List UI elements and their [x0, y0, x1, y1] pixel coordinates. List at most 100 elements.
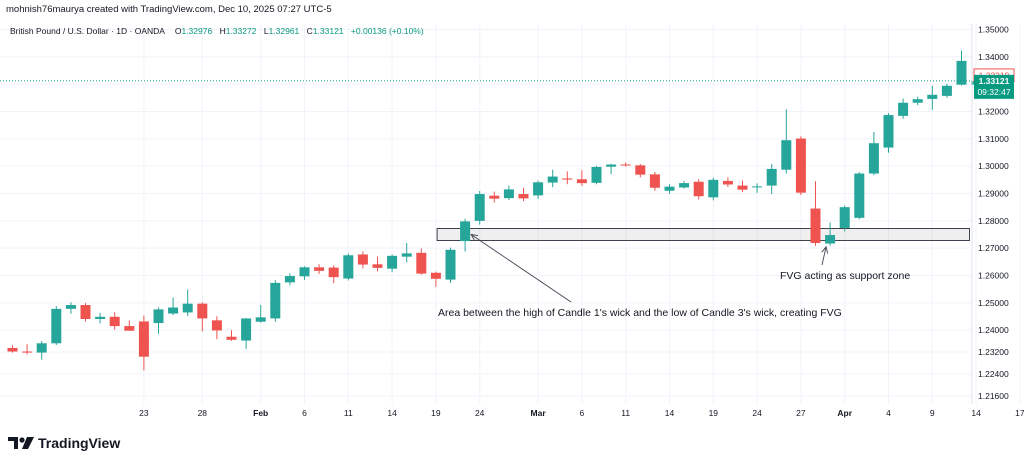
candle-bull[interactable]	[343, 253, 354, 281]
candle-bull[interactable]	[825, 222, 836, 246]
candle-bull[interactable]	[153, 307, 164, 334]
candle-bull[interactable]	[401, 242, 412, 263]
candle-bull[interactable]	[182, 289, 193, 317]
candle-body	[635, 165, 646, 175]
candle-bull[interactable]	[387, 254, 398, 273]
candle-bull[interactable]	[255, 305, 266, 323]
candle-bull[interactable]	[503, 185, 514, 201]
candle-bull[interactable]	[766, 163, 777, 195]
date-tick-label: 27	[796, 408, 806, 418]
candle-bear[interactable]	[489, 191, 500, 203]
candle-bear[interactable]	[430, 271, 441, 287]
candle-bull[interactable]	[898, 98, 909, 119]
candle-bull[interactable]	[51, 306, 62, 345]
last-price-text: 1.33121	[979, 76, 1010, 86]
candle-bull[interactable]	[299, 266, 310, 280]
candle-body	[489, 195, 500, 199]
candle-bull[interactable]	[941, 83, 952, 98]
candle-bull[interactable]	[95, 312, 106, 324]
candle-bull[interactable]	[883, 113, 894, 153]
candle-bear[interactable]	[138, 315, 149, 371]
candle-body	[956, 60, 967, 85]
date-tick-label: 6	[302, 408, 307, 418]
candle-bull[interactable]	[533, 180, 544, 199]
candle-bear[interactable]	[7, 345, 18, 353]
candle-bull[interactable]	[445, 247, 456, 283]
candle-bear[interactable]	[810, 181, 821, 246]
date-tick-label: 17	[1015, 408, 1024, 418]
candle-bull[interactable]	[679, 180, 690, 189]
candle-bull[interactable]	[854, 172, 865, 220]
candle-body	[343, 255, 354, 279]
candle-bull[interactable]	[65, 302, 76, 314]
candle-bull[interactable]	[241, 318, 252, 349]
close-value: 1.33121	[313, 26, 344, 36]
candle-bear[interactable]	[562, 171, 573, 185]
candle-body	[737, 185, 748, 190]
date-tick-label: 24	[475, 408, 485, 418]
candle-body	[255, 317, 266, 322]
candle-bear[interactable]	[211, 316, 222, 340]
date-tick-label: Mar	[531, 408, 547, 418]
candle-bear[interactable]	[314, 264, 325, 274]
candle-bear[interactable]	[124, 320, 135, 331]
candle-bear[interactable]	[416, 248, 427, 275]
candle-bear[interactable]	[795, 136, 806, 196]
time-axis[interactable]: 23 28 Feb 6 11 14 19 24 Mar 6 11 14 19 24 27 Apr 4 9 14 17	[139, 408, 1024, 418]
candle-bear[interactable]	[80, 303, 91, 322]
candle-bull[interactable]	[547, 169, 558, 188]
candle-bull[interactable]	[956, 50, 967, 86]
candle-bear[interactable]	[620, 162, 631, 167]
candle-bear[interactable]	[722, 177, 733, 187]
candle-bull[interactable]	[284, 273, 295, 286]
candle-bear[interactable]	[109, 312, 120, 330]
legend-row: British Pound / U.S. Dollar · 1D · OANDA…	[10, 26, 424, 36]
date-tick-label: 4	[886, 408, 891, 418]
candle-bear[interactable]	[693, 179, 704, 200]
candle-bull[interactable]	[708, 177, 719, 201]
candle-bull[interactable]	[460, 218, 471, 252]
candle-bull[interactable]	[474, 191, 485, 225]
candle-bear[interactable]	[328, 265, 339, 284]
candle-bull[interactable]	[36, 341, 47, 360]
candle-bull[interactable]	[270, 280, 281, 322]
candle-bull[interactable]	[927, 85, 938, 110]
creator-line: mohnish76maurya created with TradingView…	[6, 4, 332, 15]
candle-bull[interactable]	[168, 297, 179, 316]
candle-bear[interactable]	[226, 330, 237, 341]
candle-body	[211, 320, 222, 331]
date-tick-label: 14	[971, 408, 981, 418]
candle-bear[interactable]	[576, 170, 587, 186]
candle-bear[interactable]	[518, 187, 529, 202]
candle-bear[interactable]	[22, 344, 33, 355]
grid-lines	[0, 24, 1021, 404]
candle-bull[interactable]	[781, 109, 792, 174]
price-tick-label: 1.28000	[978, 216, 1009, 226]
candle-bear[interactable]	[197, 302, 208, 332]
candle-body	[722, 180, 733, 185]
price-tick-label: 1.27000	[978, 243, 1009, 253]
candle-bear[interactable]	[635, 163, 646, 178]
high-label: H	[220, 26, 226, 36]
candle-bull[interactable]	[664, 184, 675, 194]
candle-bear[interactable]	[737, 180, 748, 193]
candle-bull[interactable]	[868, 131, 879, 176]
price-tick-label: 1.30000	[978, 161, 1009, 171]
candle-bull[interactable]	[839, 205, 850, 232]
candle-body	[927, 94, 938, 99]
candle-body	[387, 255, 398, 269]
date-tick-label: 19	[709, 408, 719, 418]
date-tick-label: Apr	[837, 408, 852, 418]
candle-bear[interactable]	[357, 251, 368, 269]
candle-bull[interactable]	[752, 183, 763, 193]
tradingview-logo[interactable]: TradingView	[8, 435, 120, 451]
price-tick-label: 1.34000	[978, 52, 1009, 62]
candle-bull[interactable]	[912, 96, 923, 106]
candle-bull[interactable]	[606, 163, 617, 175]
candle-bull[interactable]	[591, 165, 602, 185]
candle-body	[591, 166, 602, 183]
candle-bear[interactable]	[649, 171, 660, 191]
candle-bear[interactable]	[372, 256, 383, 272]
